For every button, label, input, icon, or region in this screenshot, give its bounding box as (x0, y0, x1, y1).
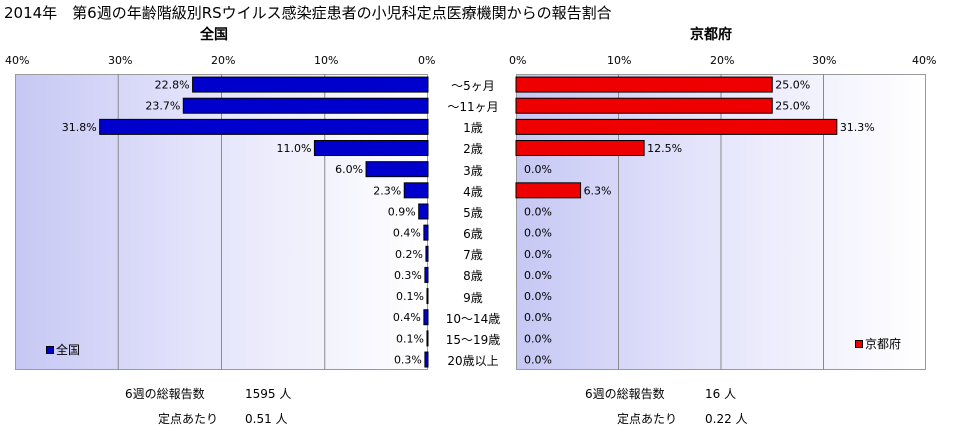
left-bar-value-label: 0.3% (394, 354, 422, 367)
right-bar (516, 98, 772, 113)
left-bar-value-label: 11.0% (276, 142, 311, 155)
category-label: 9歳 (428, 289, 518, 306)
left-bar-value-label: 22.8% (155, 79, 190, 92)
left-footer-per-value: 0.51 人 (245, 410, 288, 427)
left-bar (183, 98, 428, 113)
left-bar-value-label: 31.8% (62, 121, 97, 134)
left-bar-value-label: 0.4% (393, 311, 421, 324)
left-bar-value-label: 2.3% (373, 184, 401, 197)
left-bar-value-label: 0.1% (396, 290, 424, 303)
right-bar-value-label: 6.3% (584, 184, 612, 197)
category-label: 4歳 (428, 183, 518, 200)
left-legend-swatch (46, 346, 54, 354)
left-bar (366, 162, 428, 177)
left-footer-total-label: 6週の総報告数 (125, 385, 205, 402)
right-bar-value-label: 0.0% (524, 163, 552, 176)
right-bar (516, 77, 772, 92)
right-footer-per-label: 定点あたり (617, 410, 677, 427)
left-bar (100, 119, 428, 134)
right-bar-value-label: 25.0% (775, 100, 810, 113)
left-bar (419, 204, 428, 219)
category-label: 3歳 (428, 162, 518, 179)
right-bar (516, 119, 837, 134)
left-footer-total-value: 1595 人 (245, 385, 291, 402)
left-bar-value-label: 0.9% (388, 205, 416, 218)
right-legend-label: 京都府 (865, 335, 901, 352)
left-bar (314, 141, 428, 156)
right-bar-value-label: 0.0% (524, 227, 552, 240)
right-bar-value-label: 0.0% (524, 311, 552, 324)
right-bar-value-label: 0.0% (524, 332, 552, 345)
category-label: 5歳 (428, 204, 518, 221)
right-footer-total-value: 16 人 (705, 385, 736, 402)
category-label: 6歳 (428, 225, 518, 242)
left-footer-per-label: 定点あたり (158, 410, 218, 427)
left-bar-value-label: 0.1% (396, 332, 424, 345)
right-bar-value-label: 0.0% (524, 205, 552, 218)
category-label: ～5ヶ月 (428, 77, 518, 94)
category-label: 1歳 (428, 119, 518, 136)
right-bar-value-label: 31.3% (840, 121, 875, 134)
category-label: 8歳 (428, 267, 518, 284)
category-label: ～11ヶ月 (428, 98, 518, 115)
category-label: 10～14歳 (428, 310, 518, 327)
left-legend: 全国 (46, 341, 80, 358)
category-label: 20歳以上 (428, 352, 518, 369)
right-legend: 京都府 (855, 335, 901, 352)
right-bar (516, 183, 581, 198)
right-bar-value-label: 0.0% (524, 354, 552, 367)
right-footer-total-label: 6週の総報告数 (585, 385, 665, 402)
category-label: 15～19歳 (428, 331, 518, 348)
category-label: 2歳 (428, 140, 518, 157)
left-bar-value-label: 0.4% (393, 227, 421, 240)
left-bar-value-label: 23.7% (145, 100, 180, 113)
left-bar-value-label: 0.3% (394, 269, 422, 282)
right-bar-value-label: 0.0% (524, 290, 552, 303)
right-bar-value-label: 0.0% (524, 248, 552, 261)
left-bar (193, 77, 428, 92)
right-footer-per-value: 0.22 人 (705, 410, 748, 427)
category-label: 7歳 (428, 246, 518, 263)
right-legend-swatch (855, 340, 863, 348)
left-bar-value-label: 6.0% (335, 163, 363, 176)
right-bar (516, 141, 644, 156)
left-bar-value-label: 0.2% (395, 248, 423, 261)
right-bar-value-label: 25.0% (775, 79, 810, 92)
left-legend-label: 全国 (56, 341, 80, 358)
right-bar-value-label: 0.0% (524, 269, 552, 282)
left-bar (404, 183, 428, 198)
right-bar-value-label: 12.5% (647, 142, 682, 155)
